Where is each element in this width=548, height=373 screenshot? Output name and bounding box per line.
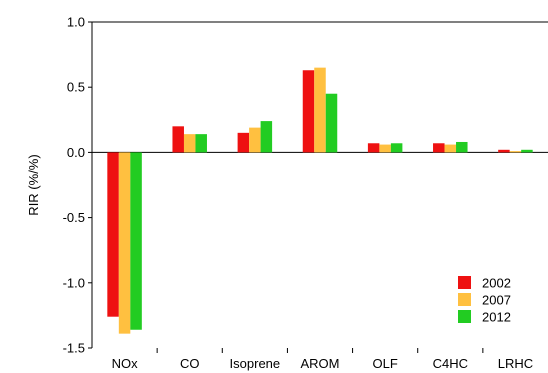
bar-2002-arom	[302, 70, 315, 153]
y-axis: 1.0 0.5 0.0 -0.5 -1.0 -1.5	[63, 15, 92, 356]
bar-2007-nox	[118, 152, 131, 334]
x-tick-label: CO	[180, 356, 200, 371]
bar-2002-c4hc	[433, 143, 445, 153]
legend-label-2007: 2007	[482, 293, 511, 308]
bar-2002-isoprene	[237, 132, 250, 153]
legend-swatch-2012	[458, 310, 471, 323]
bar-2007-isoprene	[249, 127, 261, 153]
legend: 2002 2007 2012	[458, 276, 511, 325]
legend-swatch-2002	[458, 276, 471, 289]
x-tick-label: NOx	[112, 356, 139, 371]
bar-2012-arom	[325, 93, 338, 153]
bar-2002-olf	[367, 143, 380, 153]
x-axis: NOx CO Isoprene AROM OLF C4HC LRHC	[112, 348, 533, 371]
y-tick-label: -1.0	[63, 275, 85, 290]
x-tick-label: LRHC	[498, 356, 533, 371]
bar-2007-co	[183, 134, 196, 153]
legend-label-2002: 2002	[482, 276, 511, 291]
bar-2002-co	[172, 126, 184, 153]
bar-2012-olf	[390, 143, 403, 153]
y-axis-title: RIR (%/%)	[26, 154, 41, 215]
bar-2012-co	[195, 134, 207, 153]
bar-2007-arom	[314, 67, 326, 153]
x-tick-label: Isoprene	[230, 356, 281, 371]
legend-swatch-2007	[458, 293, 471, 306]
x-tick-label: C4HC	[433, 356, 468, 371]
y-tick-label: -0.5	[63, 210, 85, 225]
bar-2007-olf	[379, 144, 391, 153]
x-tick-label: AROM	[301, 356, 340, 371]
bar-2012-lrhc	[521, 149, 533, 153]
bar-2012-c4hc	[456, 141, 468, 153]
x-tick-label: OLF	[372, 356, 397, 371]
y-tick-label: 0.0	[67, 145, 85, 160]
bar-2012-nox	[130, 152, 142, 330]
bars	[107, 67, 533, 334]
bar-2007-lrhc	[509, 151, 522, 153]
bar-2002-nox	[107, 152, 119, 317]
bar-2007-c4hc	[444, 144, 457, 153]
y-tick-label: -1.5	[63, 341, 85, 356]
bar-2012-isoprene	[260, 121, 273, 153]
legend-label-2012: 2012	[482, 310, 511, 325]
bar-2002-lrhc	[498, 149, 510, 153]
y-tick-label: 0.5	[67, 80, 85, 95]
y-tick-label: 1.0	[67, 15, 85, 30]
